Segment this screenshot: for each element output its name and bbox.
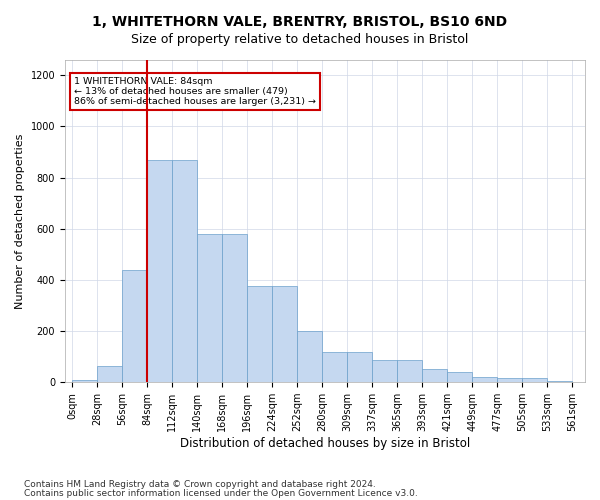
Text: 1 WHITETHORN VALE: 84sqm
← 13% of detached houses are smaller (479)
86% of semi-: 1 WHITETHORN VALE: 84sqm ← 13% of detach… [74, 76, 316, 106]
Bar [448, 372, 472, 382]
Bar [73, 380, 97, 382]
Bar [523, 378, 547, 382]
Bar [197, 234, 222, 382]
Text: Contains public sector information licensed under the Open Government Licence v3: Contains public sector information licen… [24, 489, 418, 498]
Bar [472, 377, 497, 382]
Bar [272, 286, 297, 382]
Bar [172, 160, 197, 382]
Bar [347, 352, 372, 382]
Text: Size of property relative to detached houses in Bristol: Size of property relative to detached ho… [131, 32, 469, 46]
Bar [247, 286, 272, 382]
Text: Contains HM Land Registry data © Crown copyright and database right 2024.: Contains HM Land Registry data © Crown c… [24, 480, 376, 489]
Bar [223, 234, 247, 382]
Bar [97, 366, 122, 382]
Y-axis label: Number of detached properties: Number of detached properties [15, 134, 25, 309]
Bar [547, 381, 572, 382]
Bar [497, 378, 522, 382]
Bar [373, 360, 397, 382]
Bar [397, 360, 422, 382]
Bar [422, 370, 447, 382]
Bar [122, 270, 147, 382]
Bar [298, 331, 322, 382]
X-axis label: Distribution of detached houses by size in Bristol: Distribution of detached houses by size … [180, 437, 470, 450]
Bar [322, 352, 347, 382]
Text: 1, WHITETHORN VALE, BRENTRY, BRISTOL, BS10 6ND: 1, WHITETHORN VALE, BRENTRY, BRISTOL, BS… [92, 15, 508, 29]
Bar [148, 160, 172, 382]
